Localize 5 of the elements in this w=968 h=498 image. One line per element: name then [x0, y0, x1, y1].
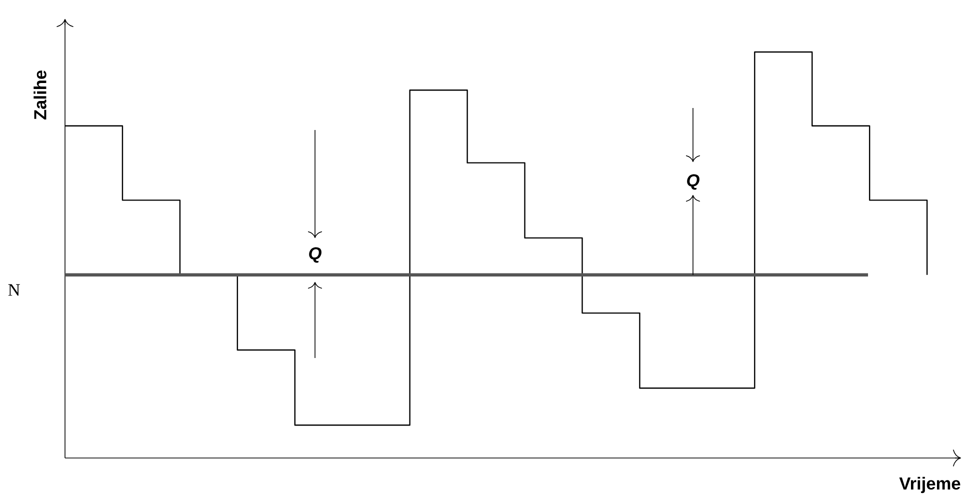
- annotation: Q: [687, 174, 700, 190]
- y-axis-title: Zalihe: [34, 70, 46, 120]
- ref-line-label: N: [8, 284, 20, 296]
- annotation: Q: [309, 247, 322, 263]
- x-axis-title: Vrijeme: [899, 476, 960, 494]
